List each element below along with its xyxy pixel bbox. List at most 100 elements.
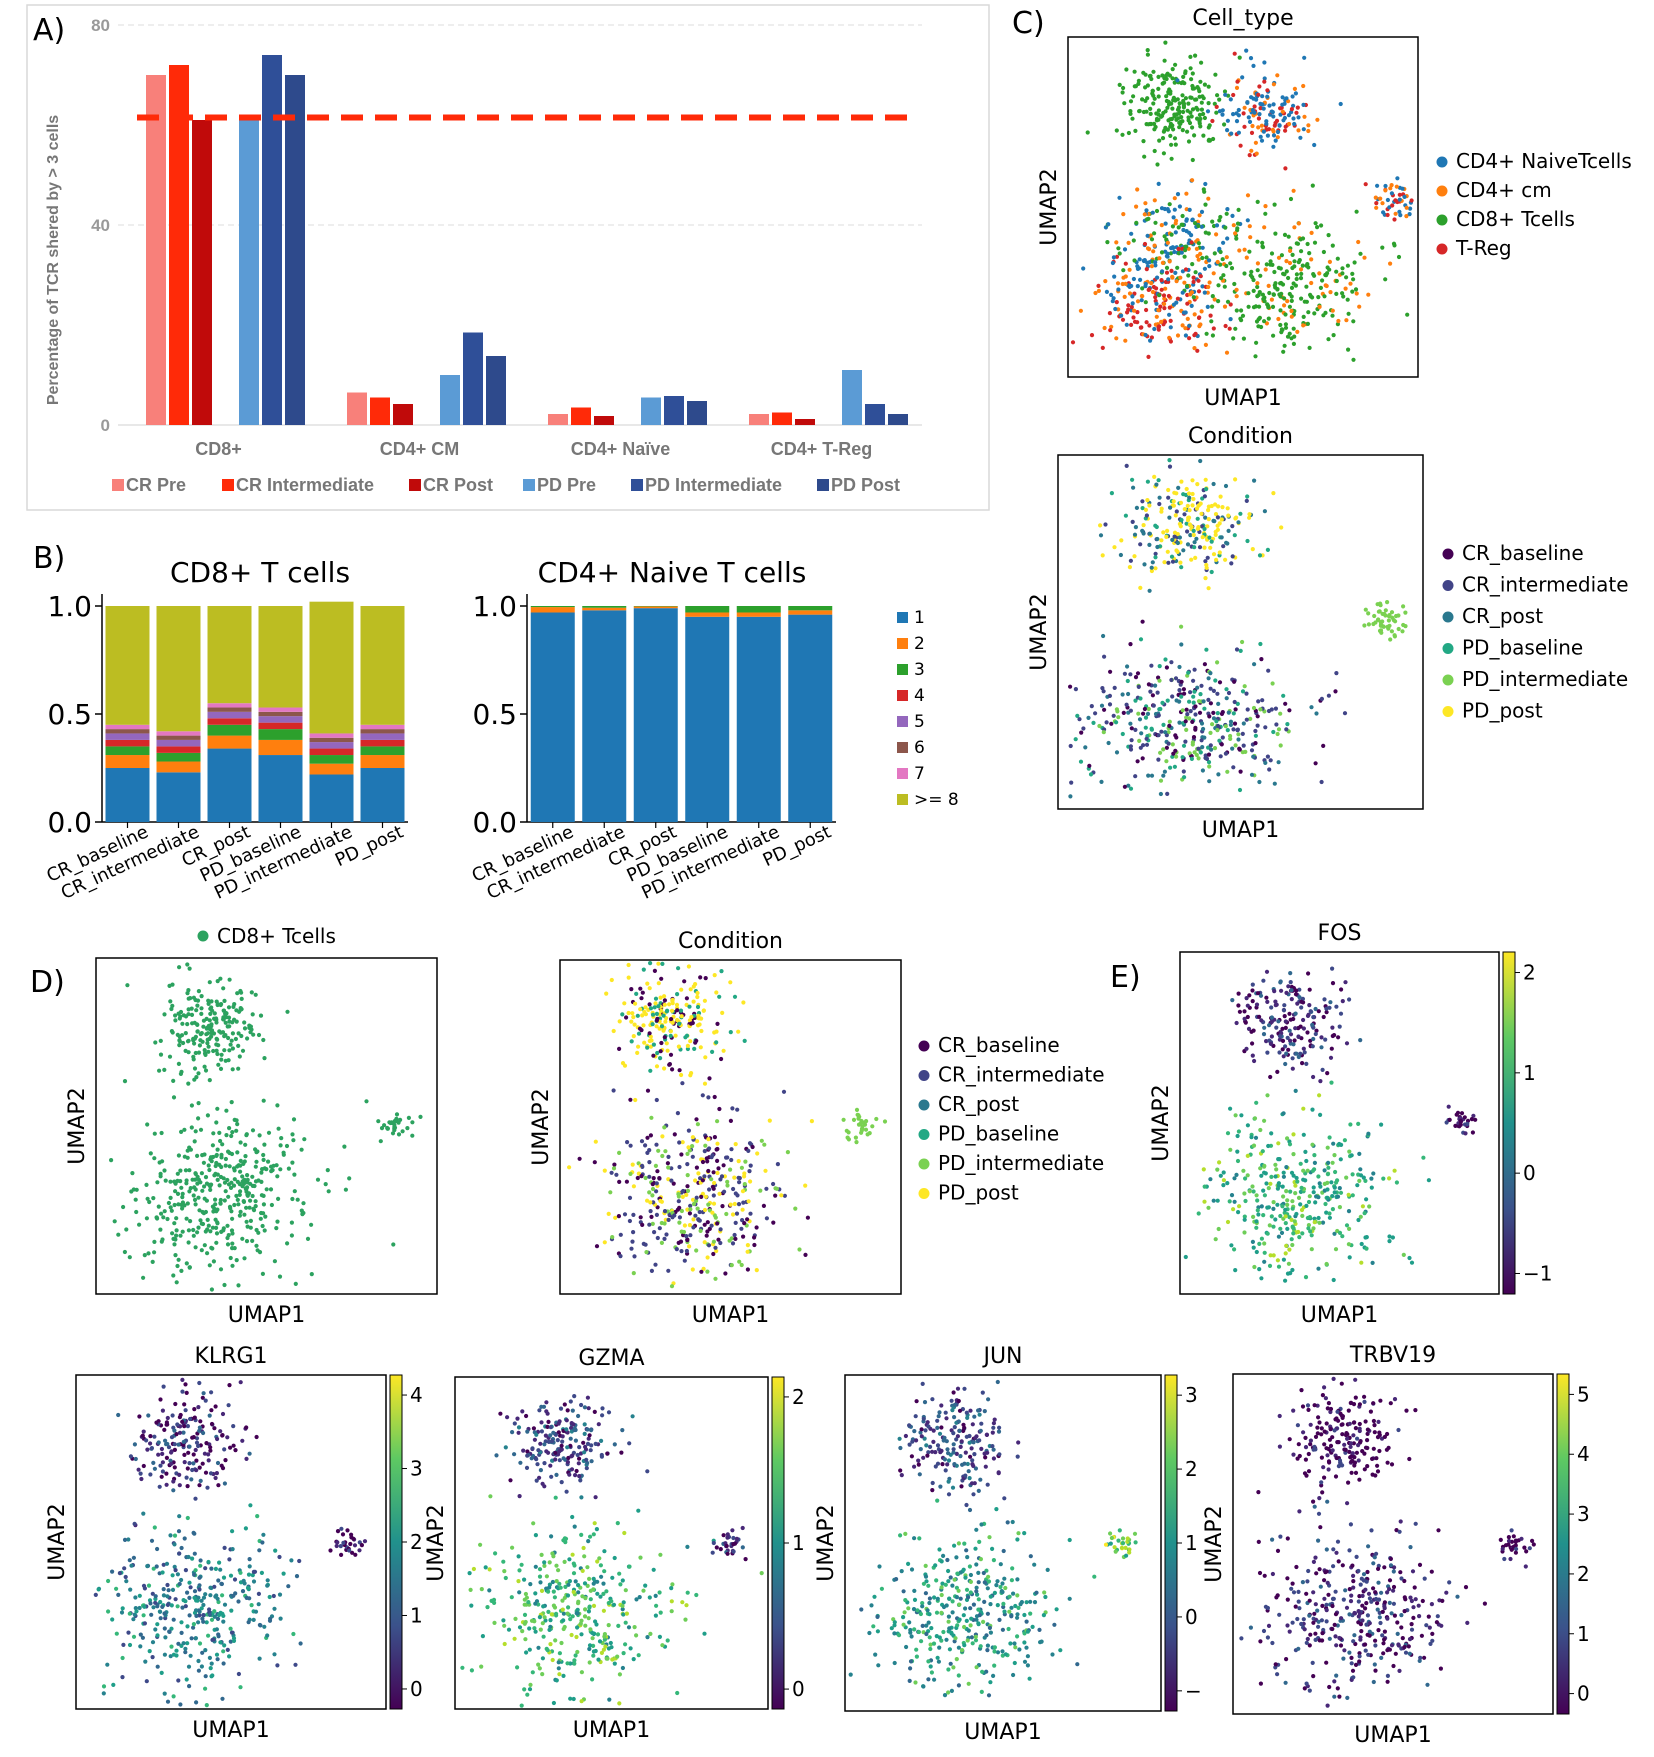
c1-point (1166, 277, 1171, 282)
e3-point (509, 1545, 515, 1550)
d2-point (629, 1019, 634, 1024)
c1-point (1275, 135, 1280, 140)
c1-point (1195, 116, 1200, 121)
c1-point (1192, 346, 1197, 351)
c1-point (1225, 118, 1230, 123)
e2-point (201, 1619, 206, 1624)
e1-point (1356, 1121, 1361, 1126)
c1-point (1309, 257, 1314, 262)
c1-point (1238, 143, 1243, 148)
e2-point (177, 1430, 183, 1435)
c2-point (1195, 482, 1200, 487)
c1-point (1179, 80, 1184, 86)
e2-point (222, 1602, 228, 1607)
e1-point (1310, 1142, 1315, 1147)
c2-point (1142, 562, 1147, 567)
d1-point (376, 1119, 381, 1124)
e2-point (253, 1609, 259, 1614)
e2-point (206, 1559, 211, 1565)
c1-point (1229, 131, 1234, 136)
d1-point (146, 1251, 151, 1256)
c1-point (1148, 338, 1153, 343)
c1-point (1153, 322, 1158, 327)
c1-point (1389, 191, 1394, 196)
e2-point (197, 1483, 202, 1488)
e2-point (181, 1442, 186, 1448)
e2-point (251, 1617, 256, 1622)
c1-point (1248, 56, 1254, 61)
e2-point (120, 1606, 125, 1611)
c2-point (1177, 664, 1182, 670)
b-bar-cd8-t-cells-cr-intermediate-2 (156, 761, 201, 773)
e1-point (1313, 1006, 1318, 1012)
c2-point (1123, 513, 1128, 518)
d2-point (680, 1081, 685, 1086)
a-bar-cd4-cm-cr-post (393, 404, 413, 425)
d1-point (196, 1225, 201, 1230)
b-bar-cd8-t-cells-pd-intermediate-8 (309, 601, 354, 734)
e3-point (544, 1400, 549, 1405)
c1-point (1214, 104, 1219, 109)
c1-point (1269, 297, 1274, 302)
e1-point (1371, 1171, 1376, 1176)
d1-point (152, 1239, 157, 1244)
d2-point (710, 1184, 716, 1189)
c2-point (1177, 720, 1182, 725)
e1-point (1263, 1171, 1268, 1176)
c2-point (1253, 741, 1258, 746)
e1-point (1287, 1247, 1292, 1252)
c1-point (1114, 240, 1119, 245)
e1-point (1332, 1033, 1337, 1038)
c2-point (1258, 641, 1263, 647)
c2-point (1140, 499, 1145, 504)
c1-point (1196, 278, 1201, 283)
b-legend-swatch-2 (897, 638, 908, 649)
c2-point (1175, 549, 1180, 555)
c1-point (1265, 94, 1270, 99)
e1-point (1332, 1185, 1337, 1190)
c2-point (1164, 534, 1169, 540)
d2-point (690, 1144, 695, 1149)
e2-point (281, 1571, 286, 1576)
c1-point (1199, 60, 1204, 65)
c2-point (1120, 731, 1125, 737)
d2-point (728, 1118, 734, 1123)
d2-point (660, 1134, 665, 1139)
d2-point (685, 1043, 691, 1048)
e2-point (155, 1664, 160, 1669)
e1-point (1316, 1009, 1321, 1014)
d1-point (189, 1125, 194, 1130)
c2-point (1217, 680, 1223, 685)
c1-point (1346, 311, 1351, 316)
d2-point (643, 1005, 648, 1010)
c2-point (1073, 687, 1078, 692)
e2-point (197, 1425, 202, 1430)
e1-point (1252, 1116, 1258, 1121)
d1-point (109, 1158, 114, 1163)
c1-point (1298, 267, 1304, 272)
c2-point (1138, 637, 1144, 642)
d2-point (657, 1226, 662, 1231)
d2-point (863, 1127, 869, 1132)
e2-point (127, 1558, 132, 1563)
d2-point (657, 1176, 662, 1181)
c2-point (1385, 624, 1390, 629)
c1-point (1357, 304, 1362, 309)
c1-point (1230, 213, 1235, 218)
c1-point (1181, 109, 1186, 115)
c1-point (1168, 133, 1173, 138)
e1-point (1243, 1198, 1248, 1204)
d1-point (210, 1225, 215, 1230)
c1-point (1195, 85, 1200, 90)
c1-point (1326, 337, 1331, 342)
e1-point (1250, 1053, 1255, 1058)
d1-point (152, 1250, 157, 1255)
e1-point (1268, 1074, 1273, 1080)
d2-point (763, 1168, 768, 1173)
c2-point (1238, 769, 1243, 774)
d1-point (224, 1108, 229, 1113)
e2-point (272, 1652, 277, 1657)
d1-point (168, 1195, 173, 1200)
d1-point (234, 1128, 239, 1133)
e2-cb-tick-1: 3 (410, 1457, 423, 1481)
